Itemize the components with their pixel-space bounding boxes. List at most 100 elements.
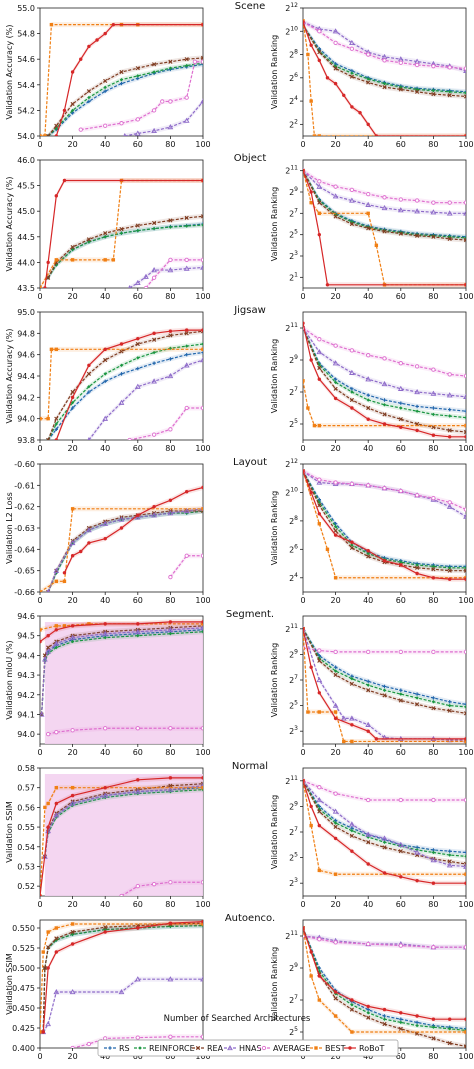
marker-point (201, 178, 203, 183)
marker-point (87, 99, 91, 104)
y-tick-label: 94.0 (17, 415, 35, 424)
x-tick-label: 0 (300, 444, 305, 453)
marker-point (86, 1041, 92, 1047)
x-tick-label: 60 (133, 292, 143, 301)
marker-point (317, 807, 322, 811)
x-tick-label: 0 (300, 748, 305, 757)
x-tick-label: 0 (300, 140, 305, 149)
marker-point (350, 406, 354, 410)
marker-point (41, 1030, 45, 1034)
series-line-robot (303, 628, 466, 740)
y-tick-label: 23 (289, 877, 298, 888)
marker-point (446, 392, 453, 398)
marker-point (108, 1046, 112, 1050)
marker-point (152, 70, 156, 74)
marker-point (183, 265, 190, 271)
series-band-rea (303, 778, 466, 867)
marker-point (333, 710, 338, 714)
marker-point (167, 372, 174, 379)
tick-exponent: 11 (290, 775, 298, 782)
series-band-average (303, 778, 466, 803)
marker-point (70, 1045, 75, 1048)
marker-point (431, 234, 436, 238)
marker-point (382, 1014, 387, 1018)
marker-point (431, 92, 436, 97)
marker-point (119, 81, 124, 86)
marker-point (168, 574, 173, 580)
marker-point (464, 702, 466, 707)
marker-point (118, 399, 125, 405)
marker-point (431, 495, 436, 501)
series-line-robot (303, 927, 466, 1020)
x-tick-label: 40 (363, 596, 373, 605)
marker-point (201, 222, 203, 226)
y-tick-label: -0.64 (14, 545, 35, 554)
marker-point (103, 123, 108, 128)
marker-point (46, 260, 50, 265)
marker-point (430, 209, 437, 215)
y-tick-label: 23 (289, 250, 298, 261)
marker-point (53, 812, 60, 818)
y-tick-label: 211 (285, 775, 298, 786)
panel-jigsaw-left: 0 20 40 60 80 100 93.8 94.0 94.2 94.4 94.6 94.8 95.0… (5, 308, 211, 453)
marker-point (464, 1017, 466, 1021)
marker-point (464, 415, 466, 420)
series-line-best (303, 20, 466, 136)
tick-exponent: 8 (294, 49, 298, 56)
x-tick-label: 100 (195, 292, 210, 301)
marker-point (382, 422, 387, 426)
marker-point (135, 884, 140, 889)
marker-point (317, 974, 321, 978)
marker-point (201, 485, 203, 490)
panel-autoenco-left: 0 20 40 60 80 100 0.400 0.425 0.450 0.475 0.500 0.5… (5, 919, 211, 1061)
y-axis-label: Validation Ranking (270, 35, 279, 109)
marker-point (333, 524, 338, 529)
marker-point (46, 633, 50, 638)
marker-point (134, 130, 141, 136)
marker-point (414, 62, 420, 68)
marker-point (134, 383, 141, 389)
marker-point (464, 854, 466, 859)
marker-point (317, 179, 322, 184)
y-tick-label: 29 (289, 800, 298, 811)
marker-point (382, 559, 387, 563)
x-tick-label: 40 (363, 748, 373, 757)
x-tick-label: 60 (396, 596, 406, 605)
marker-point (415, 409, 419, 413)
marker-point (70, 639, 75, 644)
x-tick-label: 100 (195, 748, 210, 757)
marker-point (333, 480, 338, 485)
marker-point (45, 827, 52, 834)
tick-base: 2 (289, 854, 294, 863)
x-tick-label: 40 (363, 292, 373, 301)
x-tick-label: 40 (363, 140, 373, 149)
marker-point (463, 945, 466, 950)
series-line-robot (55, 329, 203, 440)
marker-point (103, 89, 107, 93)
marker-point (325, 547, 330, 552)
plot-frame (302, 159, 467, 289)
marker-point (464, 236, 466, 240)
marker-point (168, 620, 173, 624)
y-tick-label: -0.61 (14, 481, 35, 490)
series-band-average (170, 553, 203, 580)
marker-point (167, 124, 174, 130)
marker-point (333, 990, 338, 994)
average-variance-band (44, 774, 203, 896)
tick-base: 2 (285, 932, 290, 941)
marker-point (46, 645, 51, 650)
marker-point (431, 696, 436, 700)
marker-point (349, 481, 355, 487)
series-layer (303, 625, 466, 744)
marker-point (87, 541, 91, 545)
marker-point (464, 91, 466, 95)
x-tick-label: 0 (300, 1052, 305, 1061)
y-tick-label: -0.65 (14, 567, 35, 576)
marker-point (399, 688, 403, 692)
marker-point (463, 200, 466, 205)
plot-frame (39, 919, 204, 1049)
x-tick-label: 20 (68, 444, 78, 453)
marker-point (398, 231, 403, 236)
marker-point (303, 321, 305, 325)
